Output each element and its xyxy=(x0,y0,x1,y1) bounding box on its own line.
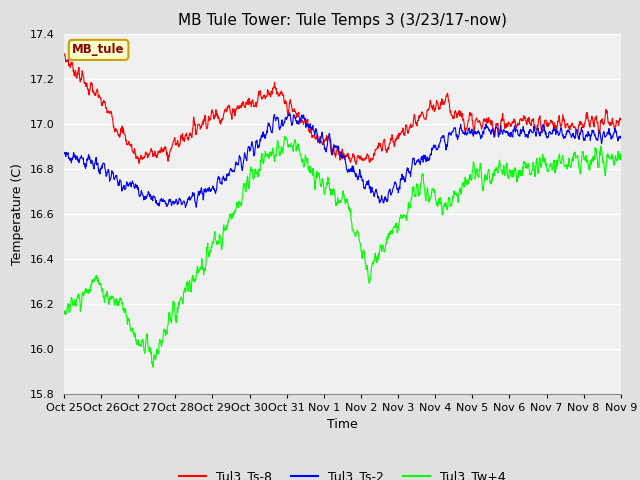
Y-axis label: Temperature (C): Temperature (C) xyxy=(11,163,24,264)
Legend: Tul3_Ts-8, Tul3_Ts-2, Tul3_Tw+4: Tul3_Ts-8, Tul3_Ts-2, Tul3_Tw+4 xyxy=(173,465,511,480)
Text: MB_tule: MB_tule xyxy=(72,43,125,56)
Title: MB Tule Tower: Tule Temps 3 (3/23/17-now): MB Tule Tower: Tule Temps 3 (3/23/17-now… xyxy=(178,13,507,28)
X-axis label: Time: Time xyxy=(327,418,358,431)
